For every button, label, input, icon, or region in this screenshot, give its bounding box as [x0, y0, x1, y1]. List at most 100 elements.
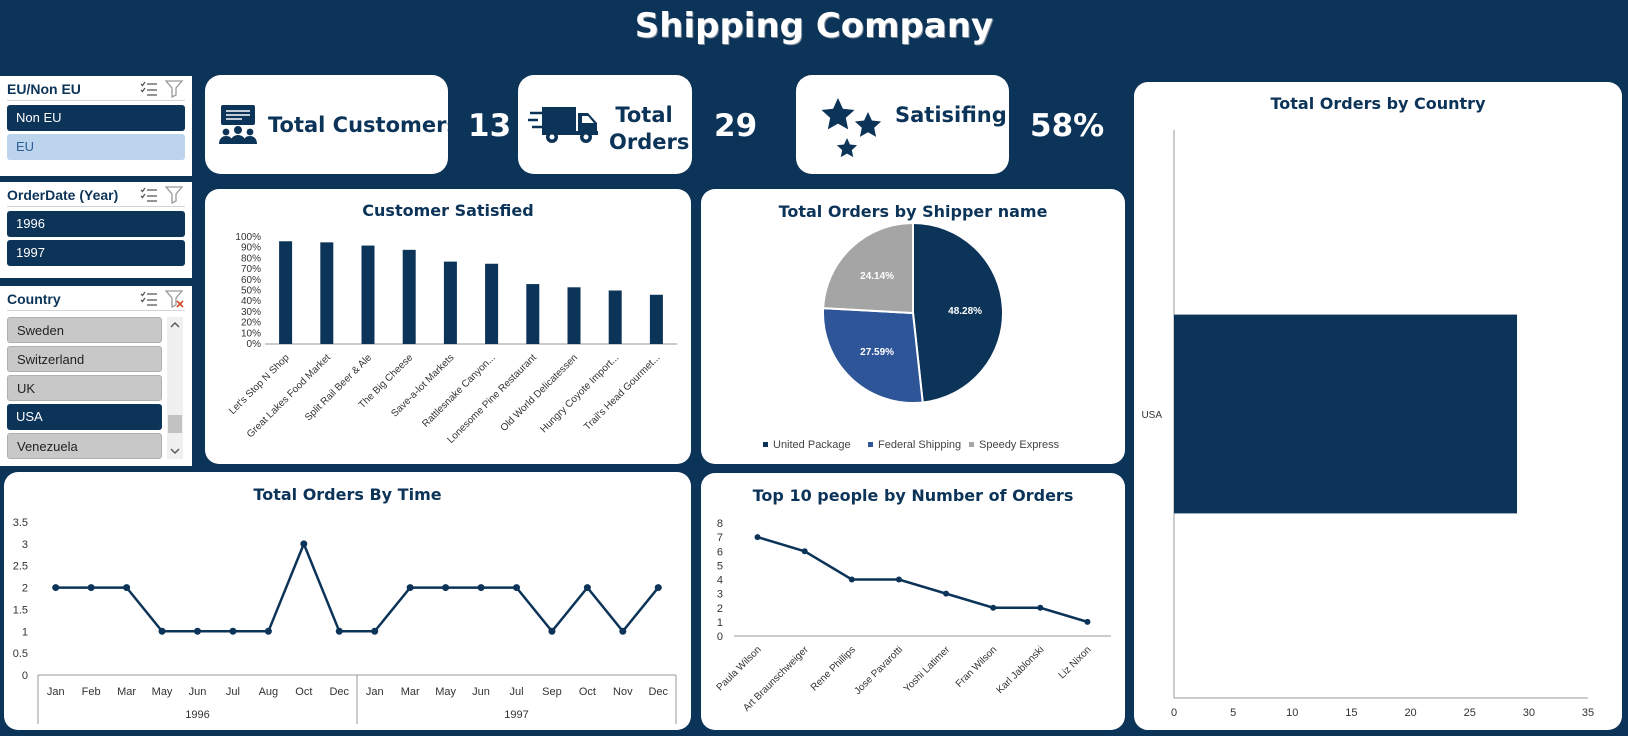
slicer-item-uk[interactable]: UK	[7, 375, 162, 401]
slicer-year-title: OrderDate (Year)	[7, 187, 119, 203]
y-tick-label: 0	[22, 670, 28, 682]
slicer-item-switzerland[interactable]: Switzerland	[7, 346, 162, 372]
kpi-satisfying-label: Satisifing	[895, 103, 1007, 127]
x-tick-label: 20	[1404, 707, 1416, 719]
bar	[361, 245, 375, 344]
x-tick-label: Great Lakes Food Market	[245, 352, 333, 440]
data-point	[406, 584, 414, 592]
y-tick-label: 1	[22, 626, 28, 638]
x-tick-label: 30	[1523, 707, 1535, 719]
scroll-down-icon[interactable]	[167, 445, 183, 457]
data-point	[848, 576, 855, 583]
slicer-item-eu[interactable]: EU	[7, 134, 185, 160]
x-tick-label: Hungry Coyote Import...	[538, 352, 621, 435]
shipper-panel: Total Orders by Shipper name 48.28% 27.59…	[701, 189, 1125, 464]
people-title: Top 10 people by Number of Orders	[752, 486, 1074, 505]
slicer-country: Country Sweden Switzerland UK USA Venezu…	[0, 286, 192, 466]
y-tick-label: 60%	[241, 275, 261, 286]
customer-satisfied-panel: Customer Satisfied 0% 10% 20% 30% 40% 50% 60% 7…	[205, 189, 691, 464]
y-tick-label: 2	[22, 583, 28, 595]
customer-satisfied-title: Customer Satisfied	[362, 201, 534, 220]
slicer-item-usa[interactable]: USA	[7, 404, 162, 430]
y-tick-label: 0.5	[13, 648, 28, 660]
truck-icon	[528, 107, 598, 143]
x-tick-label: Jun	[472, 686, 490, 698]
series-line	[55, 540, 660, 634]
data-point	[754, 534, 761, 541]
kpi-orders-card: Total Orders	[518, 75, 692, 174]
pie-data-label: 24.14%	[860, 271, 894, 282]
x-tick-label: Feb	[82, 686, 101, 698]
time-panel: Total Orders By Time 0 0.5 1 1.5 2 2.5 3 3.5 Jan…	[4, 472, 691, 730]
slicer-scrollbar[interactable]	[167, 317, 183, 459]
bar	[608, 290, 622, 344]
multi-select-icon[interactable]	[139, 290, 159, 308]
x-tick-label: Dec	[329, 686, 349, 698]
data-point	[943, 590, 950, 597]
y-tick-label: 30%	[241, 307, 261, 318]
scroll-up-icon[interactable]	[167, 319, 183, 331]
x-tick-label: Jul	[509, 686, 523, 698]
y-tick-label: 5	[717, 560, 723, 572]
x-tick-label: Trail's Head Gourmet...	[582, 352, 662, 432]
data-point	[513, 584, 520, 592]
data-point	[123, 584, 131, 592]
slicer-item-1997[interactable]: 1997	[7, 240, 185, 266]
y-tick-label: 0	[717, 631, 723, 643]
y-tick-label: 3	[717, 589, 723, 601]
clear-filter-icon[interactable]	[165, 186, 185, 204]
x-tick-label: Jul	[226, 686, 240, 698]
bar	[320, 242, 334, 344]
data-point	[1037, 604, 1044, 611]
data-point	[895, 576, 902, 583]
data-point	[990, 604, 997, 611]
legend-label: Speedy Express	[979, 439, 1060, 451]
series-line	[757, 535, 1088, 624]
country-bar-chart: 0 5 10 15 20 25 30 35 USA	[1141, 130, 1594, 719]
data-point	[442, 584, 450, 592]
slicer-item-non-eu[interactable]: Non EU	[7, 105, 185, 131]
bar	[443, 261, 457, 344]
country-title: Total Orders by Country	[1270, 94, 1486, 113]
x-tick-label: Fran Wilson	[954, 644, 1000, 690]
time-line-chart: 0 0.5 1 1.5 2 2.5 3 3.5 Jan Feb Mar May Jun Jul Aug Oct…	[13, 517, 677, 724]
x-tick-label: Nov	[613, 686, 633, 698]
y-tick-label: 100%	[235, 232, 261, 243]
scrollbar-thumb[interactable]	[168, 415, 182, 433]
data-point	[194, 627, 201, 635]
multi-select-icon[interactable]	[139, 186, 159, 204]
data-point	[300, 540, 308, 548]
data-point	[583, 584, 591, 592]
clear-filter-icon[interactable]	[165, 290, 185, 308]
pie-data-label: 27.59%	[860, 347, 894, 358]
y-tick-label: 40%	[241, 296, 261, 307]
bar	[567, 287, 581, 344]
x-tick-label: Oct	[579, 686, 596, 698]
data-point	[87, 584, 95, 592]
legend-marker	[868, 442, 873, 447]
data-point	[158, 627, 166, 635]
slicer-item-venezuela[interactable]: Venezuela	[7, 433, 162, 459]
x-tick-label: Dec	[648, 686, 668, 698]
y-tick-label: 7	[717, 532, 723, 544]
data-point	[371, 627, 379, 635]
y-tick-label: 0%	[247, 339, 262, 350]
pie-slice	[912, 221, 1004, 404]
people-panel: Top 10 people by Number of Orders 0 1 2 3 4 5…	[701, 473, 1125, 730]
y-tick-label: 2	[717, 603, 723, 615]
slicer-eu: EU/Non EU Non EU EU	[0, 76, 192, 176]
y-tick-label: 90%	[241, 243, 261, 254]
data-point	[477, 584, 485, 592]
x-tick-label: Mar	[117, 686, 136, 698]
multi-select-icon[interactable]	[139, 80, 159, 98]
slicer-item-1996[interactable]: 1996	[7, 211, 185, 237]
clear-filter-icon[interactable]	[165, 80, 185, 98]
data-point	[1084, 618, 1091, 625]
kpi-satisfying-card: Satisifing	[796, 75, 1009, 174]
bar	[279, 241, 293, 344]
y-tick-label: 1.5	[13, 604, 28, 616]
x-tick-label: Jun	[189, 686, 207, 698]
y-tick-label: 80%	[241, 253, 261, 264]
slicer-item-sweden[interactable]: Sweden	[7, 317, 162, 343]
x-tick-label: Old World Delicatessen	[499, 352, 581, 434]
